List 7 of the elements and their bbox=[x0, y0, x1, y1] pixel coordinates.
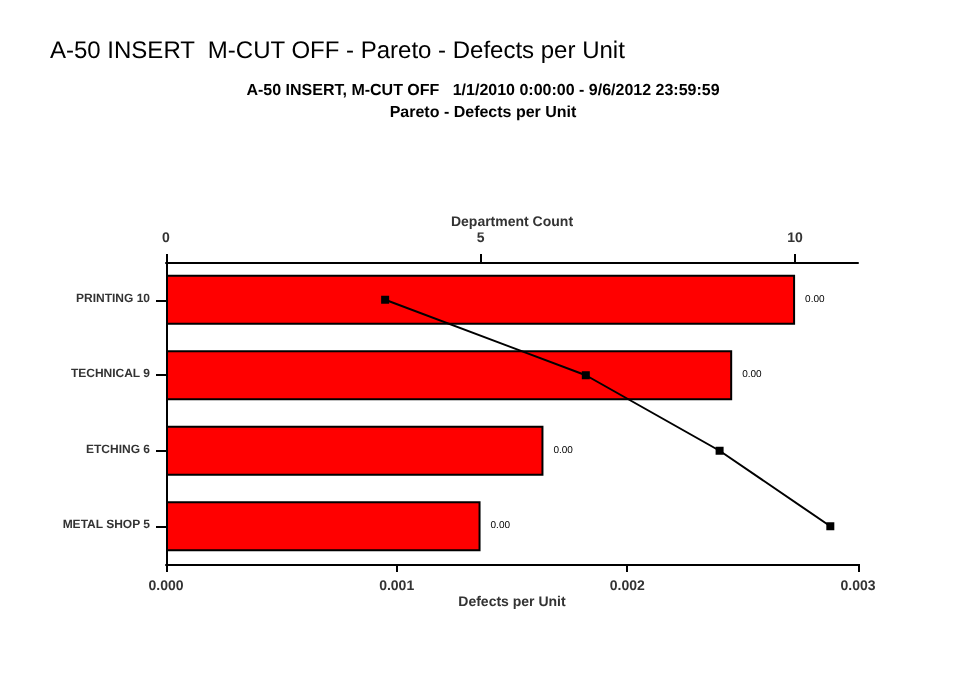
point bbox=[826, 522, 835, 531]
point bbox=[581, 371, 590, 380]
text: A-50 INSERT M-CUT OFF - Pareto - Defects per Unit bbox=[50, 36, 627, 64]
point bbox=[381, 295, 390, 304]
point bbox=[715, 446, 724, 455]
chart-title: A-50 INSERT, M-CUT OFF 1/1/2010 0:00:00 - 9/6/2012 23:59:59 bbox=[246, 81, 721, 99]
chart-subtitle: Pareto - Defects per Unit bbox=[389, 103, 578, 121]
